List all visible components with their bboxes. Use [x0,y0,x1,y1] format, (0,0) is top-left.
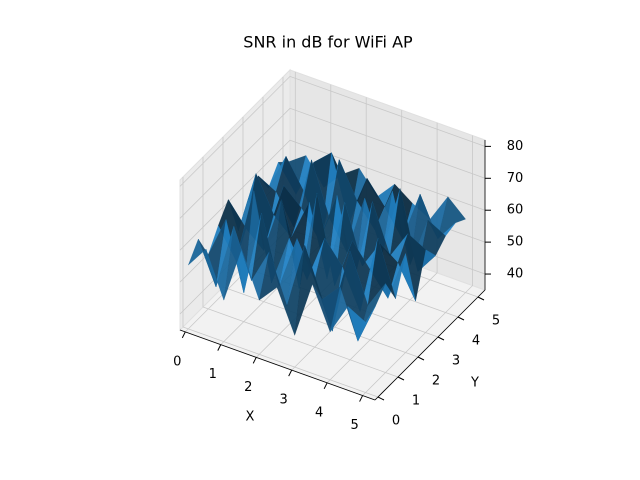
y-tick-label: 1 [412,394,420,409]
tick-mark [417,356,425,361]
grid-line [179,107,486,219]
x-tick-label: 3 [280,393,288,408]
y-tick-label: 5 [492,314,500,329]
grid-line [179,139,486,251]
tick-mark [457,316,465,321]
grid-line [362,135,473,396]
tick-mark [377,396,385,401]
y-tick-label: 2 [432,374,440,389]
tick-mark [397,376,405,381]
z-tick-label: 40 [507,267,524,282]
x-tick-label: 0 [173,354,181,369]
x-tick-label: 5 [350,418,358,433]
grid-line [326,122,438,384]
x-tick-label: 1 [209,367,217,382]
axis-line [179,329,376,401]
grid-line [182,177,379,398]
tick-mark [252,357,257,364]
chart-title: SNR in dB for WiFi AP [243,33,413,52]
z-tick-label: 50 [507,235,524,250]
tick-mark [181,331,186,339]
grid-line [202,157,399,378]
tick-mark [477,296,485,301]
z-tick-label: 80 [507,139,524,154]
tick-mark [217,344,222,351]
y-tick-label: 4 [472,334,480,349]
x-tick-label: 4 [315,405,323,420]
y-tick-label: 0 [392,414,400,429]
surface-patch [347,305,376,342]
tick-mark [437,336,445,341]
tick-mark [288,369,293,377]
z-tick-label: 60 [507,203,524,218]
y-tick-label: 3 [452,354,460,369]
y-axis-label: Y [470,376,479,391]
axis-line [374,289,486,401]
grid-line [179,75,486,187]
x-axis-label: X [246,410,255,425]
tick-mark [359,395,364,402]
x-tick-label: 2 [244,380,252,395]
tick-mark [323,382,328,390]
z-tick-label: 70 [507,171,524,186]
